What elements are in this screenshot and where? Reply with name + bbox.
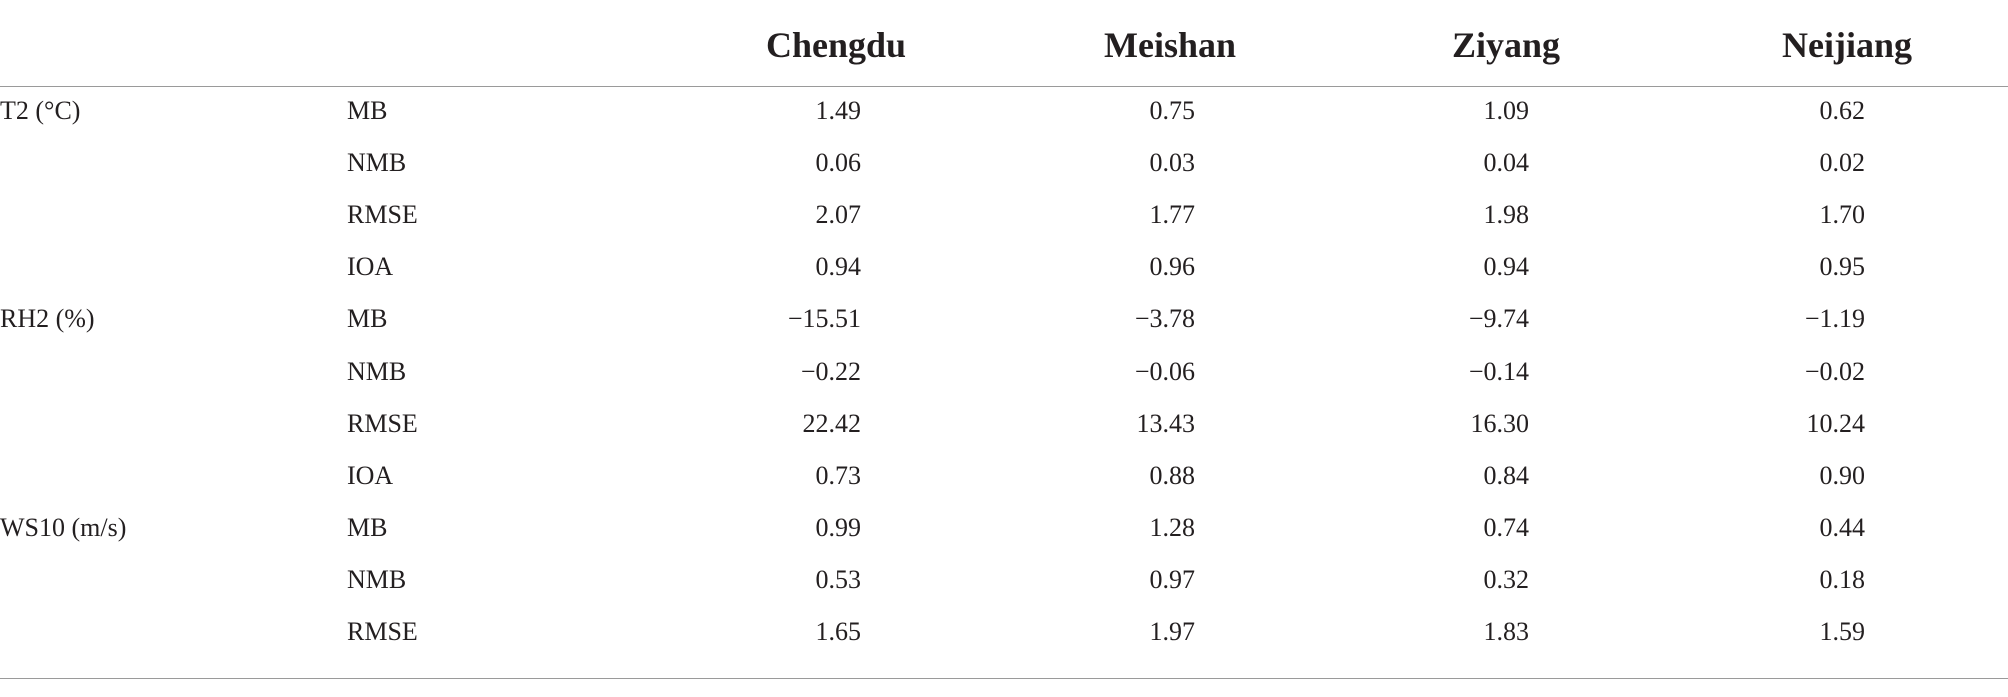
header-rule bbox=[0, 86, 2008, 87]
value-cell: 1.59 bbox=[1819, 617, 1866, 646]
metric-label: RMSE bbox=[347, 617, 418, 646]
value-cell: 0.32 bbox=[1483, 564, 1530, 594]
column-header: Neijiang bbox=[1782, 25, 1912, 65]
value-cell: −0.06 bbox=[1134, 356, 1195, 386]
value-cell: 0.02 bbox=[1819, 148, 1866, 178]
value-cell: 1.98 bbox=[1483, 200, 1530, 230]
column-header: Meishan bbox=[1103, 25, 1237, 65]
value-cell: 13.43 bbox=[1136, 408, 1196, 438]
column-header: Chengdu bbox=[765, 25, 907, 65]
value-cell: 0.18 bbox=[1819, 564, 1866, 594]
value-cell: 1.97 bbox=[1149, 617, 1196, 646]
value-cell: 0.74 bbox=[1483, 512, 1530, 542]
value-cell: 0.03 bbox=[1149, 148, 1196, 178]
value-cell: −1.19 bbox=[1804, 304, 1865, 334]
value-cell: 0.62 bbox=[1819, 96, 1866, 125]
value-cell: 1.65 bbox=[815, 617, 862, 646]
value-cell: 10.24 bbox=[1806, 408, 1866, 438]
value-cell: 0.97 bbox=[1149, 564, 1196, 594]
group-label: T2 (°C) bbox=[0, 96, 81, 125]
value-cell: 0.73 bbox=[815, 460, 862, 490]
metric-label: NMB bbox=[347, 356, 407, 386]
value-cell: 0.94 bbox=[1483, 252, 1530, 282]
metric-label: NMB bbox=[347, 148, 407, 178]
value-cell: 0.06 bbox=[815, 148, 862, 178]
value-cell: 0.53 bbox=[815, 564, 862, 594]
value-cell: 22.42 bbox=[802, 408, 862, 438]
value-cell: 0.99 bbox=[815, 512, 862, 542]
value-cell: 0.44 bbox=[1819, 512, 1866, 542]
value-cell: 1.28 bbox=[1149, 512, 1196, 542]
group-label: WS10 (m/s) bbox=[0, 512, 127, 542]
value-cell: −9.74 bbox=[1468, 304, 1529, 334]
value-cell: 0.96 bbox=[1149, 252, 1196, 282]
value-cell: 0.84 bbox=[1483, 460, 1530, 490]
value-cell: 0.88 bbox=[1149, 460, 1196, 490]
value-cell: 1.09 bbox=[1483, 96, 1530, 125]
value-cell: 1.49 bbox=[815, 96, 862, 125]
metric-label: RMSE bbox=[347, 408, 418, 438]
metric-label: IOA bbox=[347, 252, 394, 282]
value-cell: 0.95 bbox=[1819, 252, 1866, 282]
value-cell: −0.02 bbox=[1804, 356, 1865, 386]
value-cell: 0.04 bbox=[1483, 148, 1530, 178]
metric-label: MB bbox=[347, 304, 388, 334]
value-cell: −3.78 bbox=[1134, 304, 1195, 334]
column-header: Ziyang bbox=[1451, 25, 1561, 65]
bottom-rule bbox=[0, 678, 2008, 679]
value-cell: −15.51 bbox=[787, 304, 861, 334]
metric-label: IOA bbox=[347, 460, 394, 490]
value-cell: −0.14 bbox=[1468, 356, 1529, 386]
metric-label: MB bbox=[347, 96, 388, 125]
value-cell: 0.75 bbox=[1149, 96, 1196, 125]
value-cell: 16.30 bbox=[1470, 408, 1530, 438]
group-label: RH2 (%) bbox=[0, 304, 95, 334]
value-cell: 1.83 bbox=[1483, 617, 1530, 646]
value-cell: 2.07 bbox=[815, 200, 862, 230]
value-cell: 0.90 bbox=[1819, 460, 1866, 490]
metric-label: RMSE bbox=[347, 200, 418, 230]
metric-label: NMB bbox=[347, 564, 407, 594]
value-cell: 0.94 bbox=[815, 252, 862, 282]
value-cell: −0.22 bbox=[800, 356, 861, 386]
metric-label: MB bbox=[347, 512, 388, 542]
value-cell: 1.77 bbox=[1149, 200, 1196, 230]
value-cell: 1.70 bbox=[1819, 200, 1866, 230]
